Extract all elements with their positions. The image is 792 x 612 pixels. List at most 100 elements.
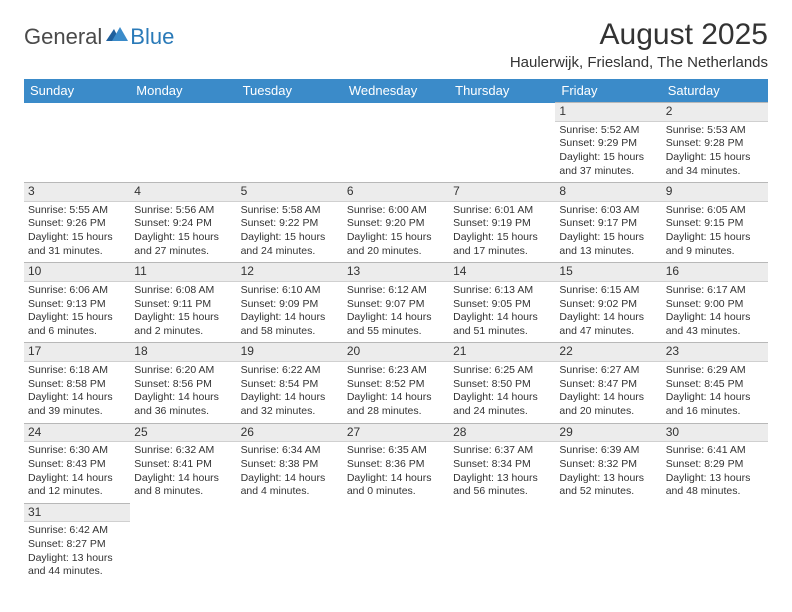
cell-daylight2: and 37 minutes.	[559, 165, 657, 179]
calendar-day-cell: 27Sunrise: 6:35 AMSunset: 8:36 PMDayligh…	[343, 423, 449, 503]
cell-sunset: Sunset: 9:13 PM	[28, 298, 126, 312]
calendar-day-cell	[130, 103, 236, 183]
cell-daylight2: and 12 minutes.	[28, 485, 126, 499]
flag-icon	[106, 27, 128, 48]
cell-daylight1: Daylight: 15 hours	[28, 231, 126, 245]
cell-sunrise: Sunrise: 6:17 AM	[666, 284, 764, 298]
cell-sunset: Sunset: 8:38 PM	[241, 458, 339, 472]
cell-sunrise: Sunrise: 6:32 AM	[134, 444, 232, 458]
cell-daylight1: Daylight: 14 hours	[666, 311, 764, 325]
calendar-day-cell: 23Sunrise: 6:29 AMSunset: 8:45 PMDayligh…	[662, 343, 768, 423]
cell-sunrise: Sunrise: 6:39 AM	[559, 444, 657, 458]
day-number: 5	[237, 183, 343, 202]
calendar-week-row: 24Sunrise: 6:30 AMSunset: 8:43 PMDayligh…	[24, 423, 768, 503]
cell-sunset: Sunset: 8:36 PM	[347, 458, 445, 472]
cell-daylight2: and 44 minutes.	[28, 565, 126, 579]
cell-daylight2: and 0 minutes.	[347, 485, 445, 499]
calendar-day-cell: 8Sunrise: 6:03 AMSunset: 9:17 PMDaylight…	[555, 183, 661, 263]
day-number: 26	[237, 424, 343, 443]
cell-sunset: Sunset: 8:41 PM	[134, 458, 232, 472]
day-number: 17	[24, 343, 130, 362]
cell-daylight1: Daylight: 14 hours	[134, 472, 232, 486]
cell-sunrise: Sunrise: 5:58 AM	[241, 204, 339, 218]
cell-sunset: Sunset: 8:47 PM	[559, 378, 657, 392]
cell-sunset: Sunset: 8:34 PM	[453, 458, 551, 472]
cell-sunset: Sunset: 9:20 PM	[347, 217, 445, 231]
cell-daylight2: and 28 minutes.	[347, 405, 445, 419]
cell-daylight1: Daylight: 15 hours	[28, 311, 126, 325]
day-number: 24	[24, 424, 130, 443]
calendar-day-cell	[662, 503, 768, 583]
cell-daylight1: Daylight: 14 hours	[666, 391, 764, 405]
calendar-day-cell: 16Sunrise: 6:17 AMSunset: 9:00 PMDayligh…	[662, 263, 768, 343]
day-number: 16	[662, 263, 768, 282]
cell-daylight1: Daylight: 15 hours	[559, 151, 657, 165]
cell-sunset: Sunset: 9:17 PM	[559, 217, 657, 231]
calendar-day-cell	[237, 103, 343, 183]
calendar-day-cell: 10Sunrise: 6:06 AMSunset: 9:13 PMDayligh…	[24, 263, 130, 343]
col-thursday: Thursday	[449, 79, 555, 103]
title-block: August 2025 Haulerwijk, Friesland, The N…	[510, 18, 768, 71]
cell-sunrise: Sunrise: 6:30 AM	[28, 444, 126, 458]
cell-daylight2: and 32 minutes.	[241, 405, 339, 419]
calendar-day-cell: 26Sunrise: 6:34 AMSunset: 8:38 PMDayligh…	[237, 423, 343, 503]
cell-daylight2: and 58 minutes.	[241, 325, 339, 339]
month-title: August 2025	[510, 18, 768, 52]
day-number: 14	[449, 263, 555, 282]
cell-daylight1: Daylight: 14 hours	[453, 311, 551, 325]
calendar-day-cell	[343, 503, 449, 583]
cell-daylight2: and 43 minutes.	[666, 325, 764, 339]
cell-sunset: Sunset: 9:19 PM	[453, 217, 551, 231]
calendar-day-cell: 18Sunrise: 6:20 AMSunset: 8:56 PMDayligh…	[130, 343, 236, 423]
logo-text-blue: Blue	[130, 24, 174, 50]
cell-daylight2: and 16 minutes.	[666, 405, 764, 419]
cell-daylight2: and 9 minutes.	[666, 245, 764, 259]
cell-sunset: Sunset: 8:50 PM	[453, 378, 551, 392]
cell-daylight2: and 2 minutes.	[134, 325, 232, 339]
calendar-day-cell: 13Sunrise: 6:12 AMSunset: 9:07 PMDayligh…	[343, 263, 449, 343]
day-number: 8	[555, 183, 661, 202]
cell-sunset: Sunset: 9:02 PM	[559, 298, 657, 312]
cell-daylight2: and 39 minutes.	[28, 405, 126, 419]
cell-daylight2: and 34 minutes.	[666, 165, 764, 179]
day-number: 30	[662, 424, 768, 443]
calendar-week-row: 1Sunrise: 5:52 AMSunset: 9:29 PMDaylight…	[24, 103, 768, 183]
calendar-day-cell: 30Sunrise: 6:41 AMSunset: 8:29 PMDayligh…	[662, 423, 768, 503]
col-friday: Friday	[555, 79, 661, 103]
day-number: 28	[449, 424, 555, 443]
calendar-week-row: 10Sunrise: 6:06 AMSunset: 9:13 PMDayligh…	[24, 263, 768, 343]
cell-daylight2: and 24 minutes.	[241, 245, 339, 259]
day-number: 21	[449, 343, 555, 362]
cell-daylight2: and 13 minutes.	[559, 245, 657, 259]
cell-sunrise: Sunrise: 6:29 AM	[666, 364, 764, 378]
cell-sunrise: Sunrise: 6:37 AM	[453, 444, 551, 458]
cell-daylight1: Daylight: 13 hours	[559, 472, 657, 486]
cell-sunrise: Sunrise: 6:03 AM	[559, 204, 657, 218]
day-number: 20	[343, 343, 449, 362]
col-wednesday: Wednesday	[343, 79, 449, 103]
cell-daylight1: Daylight: 15 hours	[241, 231, 339, 245]
cell-sunset: Sunset: 8:27 PM	[28, 538, 126, 552]
cell-sunrise: Sunrise: 6:06 AM	[28, 284, 126, 298]
cell-daylight1: Daylight: 14 hours	[241, 472, 339, 486]
cell-daylight2: and 6 minutes.	[28, 325, 126, 339]
logo: General Blue	[24, 24, 174, 50]
calendar-day-cell: 24Sunrise: 6:30 AMSunset: 8:43 PMDayligh…	[24, 423, 130, 503]
cell-daylight2: and 8 minutes.	[134, 485, 232, 499]
cell-daylight1: Daylight: 14 hours	[28, 391, 126, 405]
cell-daylight1: Daylight: 14 hours	[28, 472, 126, 486]
calendar-week-row: 31Sunrise: 6:42 AMSunset: 8:27 PMDayligh…	[24, 503, 768, 583]
calendar-day-cell: 22Sunrise: 6:27 AMSunset: 8:47 PMDayligh…	[555, 343, 661, 423]
calendar-day-cell: 21Sunrise: 6:25 AMSunset: 8:50 PMDayligh…	[449, 343, 555, 423]
cell-daylight2: and 20 minutes.	[559, 405, 657, 419]
day-number: 15	[555, 263, 661, 282]
logo-text-general: General	[24, 24, 102, 50]
cell-sunrise: Sunrise: 6:05 AM	[666, 204, 764, 218]
cell-sunrise: Sunrise: 6:23 AM	[347, 364, 445, 378]
cell-daylight1: Daylight: 15 hours	[453, 231, 551, 245]
cell-daylight2: and 55 minutes.	[347, 325, 445, 339]
calendar-day-cell: 6Sunrise: 6:00 AMSunset: 9:20 PMDaylight…	[343, 183, 449, 263]
cell-sunrise: Sunrise: 6:42 AM	[28, 524, 126, 538]
calendar-day-cell	[237, 503, 343, 583]
day-number: 22	[555, 343, 661, 362]
